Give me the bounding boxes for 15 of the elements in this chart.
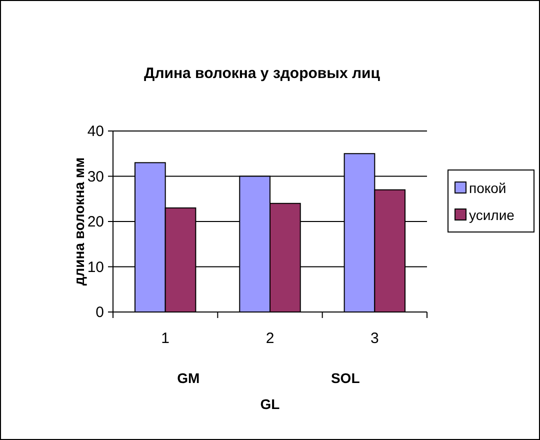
x-tick-label: 3 xyxy=(370,330,379,347)
y-tick-label: 0 xyxy=(96,304,104,321)
y-axis-title: длина волокна мм xyxy=(71,157,87,286)
y-tick-label: 30 xyxy=(87,168,104,186)
legend-label: покой xyxy=(469,180,506,196)
y-tick-label: 20 xyxy=(87,214,104,230)
x-tick-label: 1 xyxy=(161,330,170,347)
x-tick-label: 2 xyxy=(266,330,274,347)
chart-title: Длина волокна у здоровых лиц xyxy=(144,65,381,82)
text: GM xyxy=(177,370,200,386)
x-axis-title: GL xyxy=(260,396,280,412)
y-tick-label: 10 xyxy=(87,258,104,276)
legend-label: усилие xyxy=(469,207,515,223)
y-tick-label: 40 xyxy=(87,123,104,140)
text: SOL xyxy=(330,370,360,386)
